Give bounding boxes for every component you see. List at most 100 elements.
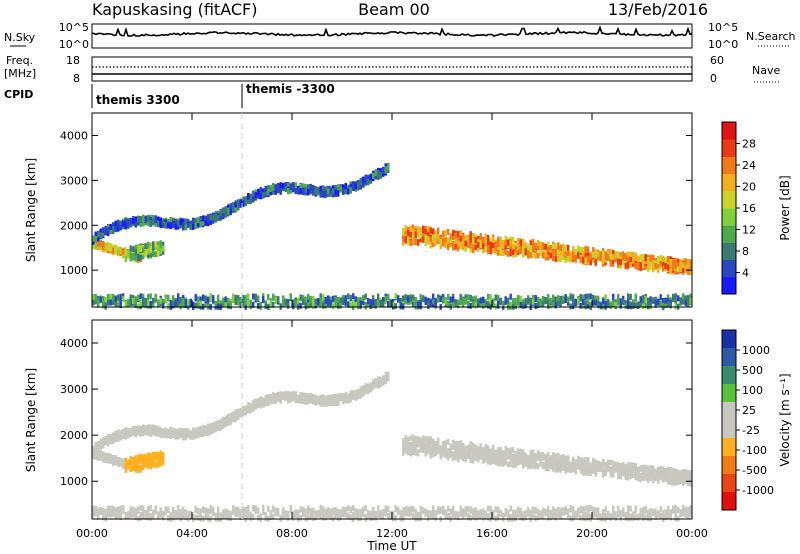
heatmap-cell xyxy=(272,293,275,300)
heatmap-cell xyxy=(112,506,115,513)
heatmap-cell xyxy=(227,204,230,211)
heatmap-cell xyxy=(442,508,445,515)
heatmap-cell xyxy=(402,441,405,448)
heatmap-cell xyxy=(549,455,552,462)
heatmap-cell xyxy=(117,513,120,520)
heatmap-cell xyxy=(312,514,315,521)
heatmap-cell xyxy=(112,247,115,254)
heatmap-cell xyxy=(504,445,507,452)
heatmap-cell xyxy=(642,303,645,310)
heatmap-cell xyxy=(234,410,237,417)
heatmap-cell xyxy=(517,454,520,461)
heatmap-cell xyxy=(149,462,152,469)
heatmap-cell xyxy=(524,301,527,308)
heatmap-cell xyxy=(147,294,150,301)
heatmap-cell xyxy=(649,255,652,262)
heatmap-cell xyxy=(444,447,447,454)
heatmap-cell xyxy=(324,302,327,309)
heatmap-cell xyxy=(572,294,575,301)
heatmap-cell xyxy=(202,294,205,301)
heatmap-cell xyxy=(109,511,112,518)
heatmap-cell xyxy=(387,300,390,307)
heatmap-cell xyxy=(252,293,255,300)
heatmap-cell xyxy=(479,444,482,451)
heatmap-cell xyxy=(357,297,360,304)
heatmap-cell xyxy=(617,464,620,471)
heatmap-cell xyxy=(142,253,145,260)
heatmap-cell xyxy=(107,299,110,306)
heatmap-cell xyxy=(142,424,145,431)
heatmap-cell xyxy=(272,505,275,512)
heatmap-cell xyxy=(339,186,342,193)
heatmap-cell xyxy=(602,303,605,310)
heatmap-cell xyxy=(504,248,507,255)
heatmap-cell xyxy=(282,512,285,519)
heatmap-cell xyxy=(477,452,480,459)
heatmap-cell xyxy=(404,435,407,442)
heatmap-cell xyxy=(377,378,380,385)
heatmap-cell xyxy=(412,237,415,244)
heatmap-cell xyxy=(492,457,495,464)
heatmap-cell xyxy=(207,216,210,223)
heatmap-cell xyxy=(612,468,615,475)
heatmap-cell xyxy=(552,459,555,466)
heatmap-cell xyxy=(592,247,595,254)
heatmap-cell xyxy=(377,505,380,512)
heatmap-cell xyxy=(272,513,275,520)
heatmap-cell xyxy=(387,512,390,519)
heatmap-cell xyxy=(407,296,410,303)
heatmap-cell xyxy=(432,301,435,308)
heatmap-cell xyxy=(104,456,107,463)
heatmap-cell xyxy=(632,257,635,264)
heatmap-cell xyxy=(362,294,365,301)
heatmap-cell xyxy=(404,442,407,449)
heatmap-cell xyxy=(469,446,472,453)
heatmap-cell xyxy=(472,457,475,464)
heatmap-cell xyxy=(154,461,157,468)
heatmap-cell xyxy=(519,301,522,308)
heatmap-cell xyxy=(432,234,435,241)
heatmap-cell xyxy=(647,298,650,305)
heatmap-cell xyxy=(349,294,352,301)
heatmap-cell xyxy=(347,505,350,512)
heatmap-cell xyxy=(202,215,205,222)
heatmap-cell xyxy=(624,302,627,309)
heatmap-cell xyxy=(407,436,410,443)
heatmap-cell xyxy=(654,262,657,269)
heatmap-cell xyxy=(112,299,115,306)
heatmap-cell xyxy=(119,458,122,465)
heatmap-cell xyxy=(392,301,395,308)
heatmap-cell xyxy=(489,241,492,248)
heatmap-cell xyxy=(667,475,670,482)
heatmap-cell xyxy=(164,221,167,228)
heatmap-cell xyxy=(582,294,585,301)
heatmap-cell xyxy=(477,448,480,455)
heatmap-cell xyxy=(674,265,677,272)
heatmap-cell xyxy=(257,302,260,309)
heatmap-cell xyxy=(579,461,582,468)
heatmap-cell xyxy=(227,413,230,420)
heatmap-cell xyxy=(457,299,460,306)
heatmap-cell xyxy=(669,471,672,478)
heatmap-cell xyxy=(677,258,680,265)
heatmap-cell xyxy=(462,508,465,515)
heatmap-cell xyxy=(457,240,460,247)
heatmap-cell xyxy=(257,189,260,196)
heatmap-cell xyxy=(432,228,435,235)
heatmap-cell xyxy=(124,255,127,262)
heatmap-cell xyxy=(529,451,532,458)
heatmap-cell xyxy=(262,297,265,304)
heatmap-cell xyxy=(137,243,140,250)
heatmap-cell xyxy=(429,242,432,249)
heatmap-cell xyxy=(662,472,665,479)
heatmap-cell xyxy=(274,184,277,191)
heatmap-cell xyxy=(584,247,587,254)
heatmap-cell xyxy=(317,509,320,516)
heatmap-cell xyxy=(269,185,272,192)
heatmap-cell xyxy=(554,296,557,303)
heatmap-cell xyxy=(689,474,692,481)
heatmap-cell xyxy=(534,242,537,249)
heatmap-cell xyxy=(454,243,457,250)
heatmap-cell xyxy=(459,447,462,454)
heatmap-cell xyxy=(227,297,230,304)
